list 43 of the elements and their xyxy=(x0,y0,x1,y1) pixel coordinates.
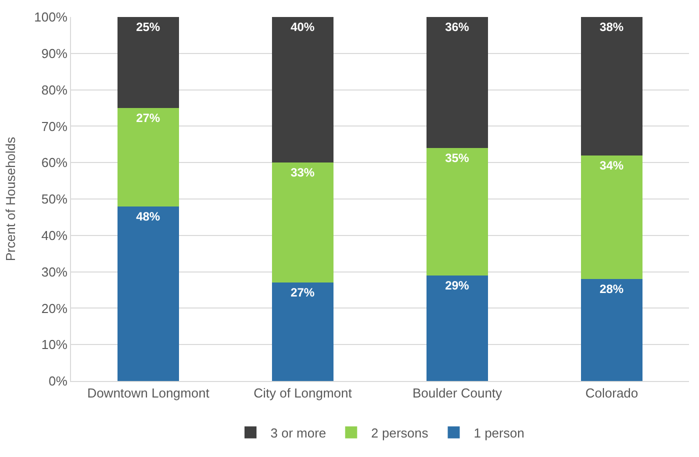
legend-label: 2 persons xyxy=(371,425,429,440)
bar xyxy=(426,17,488,148)
x-tick-label: City of Longmont xyxy=(254,386,352,401)
data-label: 28% xyxy=(600,282,624,296)
y-axis-title: Prcent of Households xyxy=(3,136,18,262)
y-tick-label: 50% xyxy=(41,192,68,207)
y-tick-label: 40% xyxy=(41,228,68,243)
bar xyxy=(272,17,334,163)
bar xyxy=(580,155,643,280)
data-label: 36% xyxy=(445,20,470,34)
data-label: 40% xyxy=(290,20,315,34)
x-tick-label: Boulder County xyxy=(412,386,503,401)
x-tick-label: Downtown Longmont xyxy=(87,386,210,401)
legend-label: 3 or more xyxy=(270,425,326,440)
data-label: 29% xyxy=(445,278,470,292)
y-tick-label: 60% xyxy=(41,155,68,170)
y-tick-label: 100% xyxy=(34,10,68,25)
data-label: 27% xyxy=(136,111,160,125)
bar xyxy=(117,206,180,381)
data-label: 25% xyxy=(136,20,160,34)
bar xyxy=(426,148,488,276)
x-tick-label: Colorado xyxy=(585,386,638,401)
data-label: 34% xyxy=(600,158,624,172)
y-tick-label: 80% xyxy=(41,82,68,98)
y-tick-label: 20% xyxy=(41,300,68,316)
bar xyxy=(580,17,643,156)
data-label: 35% xyxy=(445,151,470,166)
data-label: 33% xyxy=(290,166,315,180)
y-tick-label: 70% xyxy=(41,118,68,134)
y-tick-label: 90% xyxy=(41,46,68,61)
legend-label: 1 person xyxy=(474,425,524,440)
bar xyxy=(272,162,334,283)
bar xyxy=(272,282,334,381)
bar xyxy=(580,279,643,381)
y-tick-label: 10% xyxy=(41,337,68,352)
data-label: 48% xyxy=(136,209,160,224)
y-tick-label: 30% xyxy=(41,264,68,280)
bar xyxy=(117,108,180,206)
data-label: 27% xyxy=(290,286,315,300)
y-tick-label: 0% xyxy=(48,374,68,389)
bar xyxy=(117,17,180,108)
bar xyxy=(426,275,488,381)
data-label: 38% xyxy=(600,20,624,34)
